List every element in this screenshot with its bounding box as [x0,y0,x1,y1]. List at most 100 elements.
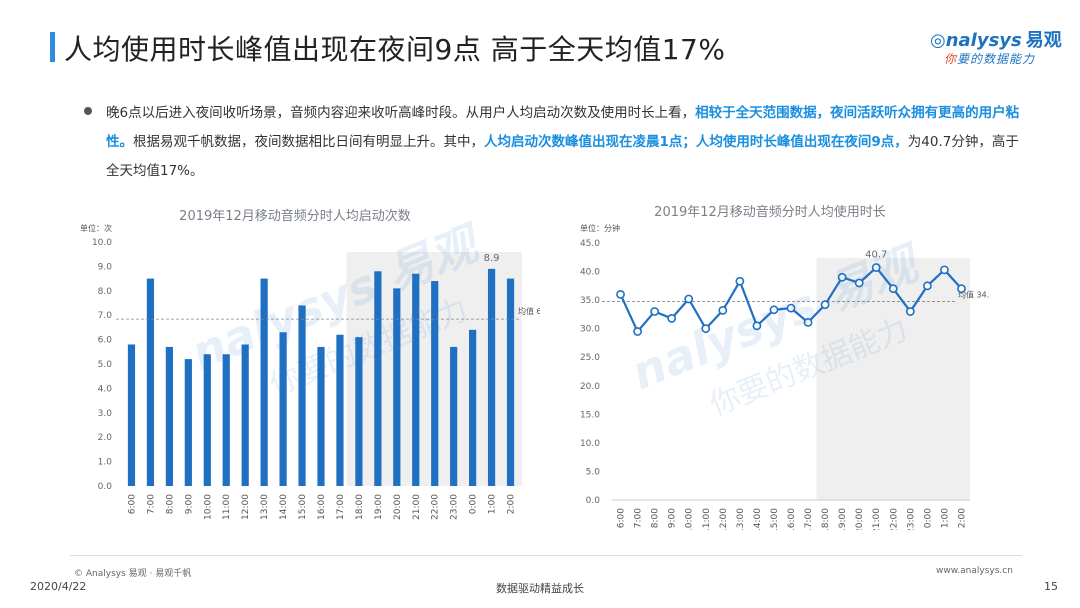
bar-x-tick: 23:00 [450,494,460,520]
line-chart-title: 2019年12月移动音频分时人均使用时长 [654,204,886,220]
data-point [837,272,847,282]
line-x-tick: 14:00 [753,508,763,530]
line-x-tick: 19:00 [838,508,848,530]
bar-x-tick: 20:00 [393,494,403,520]
bar-chart-title: 2019年12月移动音频分时人均启动次数 [179,208,411,224]
data-point [957,284,966,294]
bar-y-tick: 3.0 [98,409,113,419]
line-y-tick: 25.0 [580,353,600,363]
data-point [752,321,762,331]
bar [431,281,439,486]
bar [487,268,496,486]
bar [317,346,325,486]
line-x-tick: 7:00 [634,508,644,528]
line-y-tick: 35.0 [580,296,600,306]
line-x-tick: 9:00 [668,508,678,528]
bar [412,273,420,486]
data-point [871,263,881,272]
line-chart-unit: 单位：分钟 [580,223,620,233]
bar-x-tick: 13:00 [260,494,270,520]
line-x-tick: 11:00 [702,508,712,530]
bar [165,346,173,486]
bar-average-label: 均值 6.84 [518,306,540,316]
logo-mark-icon: ◎ [930,30,946,51]
line-y-tick: 30.0 [580,325,600,335]
line-x-tick: 10:00 [685,508,695,530]
bar-x-tick: 10:00 [203,494,213,520]
bar-chart-unit: 单位：次 [80,223,112,233]
line-y-tick: 15.0 [580,410,600,420]
launch-count-bar-chart: 2019年12月移动音频分时人均启动次数 单位：次 0.0 1.0 2.0 3.0 4.… [80,208,540,520]
logo-slogan: 你要的数据能力 [944,52,1036,66]
line-x-tick: 16:00 [787,508,797,530]
bar-y-tick: 1.0 [98,458,113,468]
line-x-tick: 2:00 [957,508,967,528]
logo-wordmark: ◎nalysys 易观 [930,30,1062,51]
line-peak-label: 40.7 [865,250,887,261]
footer-divider [70,555,1022,556]
bar [203,354,211,486]
data-point [820,300,830,310]
line-x-tick: 13:00 [736,508,746,530]
night-highlight-band [816,258,970,500]
line-x-tick: 20:00 [855,508,865,530]
bar-y-tick: 0.0 [98,482,113,492]
data-point [888,284,898,294]
bar-x-tick: 22:00 [431,494,441,520]
bar-x-tick: 0:00 [469,494,479,514]
data-point [650,307,660,316]
bar-x-tick: 15:00 [298,494,308,520]
bar-y-tick: 4.0 [98,384,113,394]
data-point [718,305,728,315]
line-y-tick: 0.0 [586,496,601,506]
analysys-logo: ◎nalysys 易观 你要的数据能力 [930,26,1062,70]
data-point [786,303,796,313]
bar-x-tick: 11:00 [222,494,232,520]
usage-duration-line-chart: 2019年12月移动音频分时人均使用时长 单位：分钟 0.0 5.0 10.0 15.… [580,204,990,530]
footer-url: www.analysys.cn [936,566,1013,576]
bar-x-tick: 12:00 [241,494,251,520]
footer-copyright: © Analysys 易观 · 易观千帆 [74,569,192,579]
bar [374,271,382,486]
bar [506,278,515,486]
data-point [735,276,745,286]
line-x-tick: 23:00 [906,508,916,530]
data-point [922,281,932,291]
bullet-dot [84,107,92,115]
data-point [701,324,711,334]
line-average-label: 均值 34.77 [958,289,990,299]
line-x-tick: 0:00 [923,508,933,528]
highlight-stickiness: 相较于全天范围数据，夜间活跃听众拥有更高的用户粘性。 [106,105,1020,150]
bar [279,332,287,486]
title-accent-bar [50,32,55,62]
line-x-tick: 6:00 [617,508,627,528]
bar-x-tick: 8:00 [165,494,175,514]
highlight-peaks: 人均启动次数峰值出现在凌晨1点；人均使用时长峰值出现在夜间9点， [484,134,908,150]
bar-x-tick: 21:00 [412,494,422,520]
data-point [803,317,813,327]
bar [393,288,401,486]
footer-slogan: 数据驱动精益成长 [496,582,584,595]
page-title: 人均使用时长峰值出现在夜间9点 高于全天均值17% [64,33,726,66]
data-point [633,327,642,336]
data-point [684,294,694,304]
line-y-tick: 40.0 [580,268,600,278]
bar-x-tick: 16:00 [317,494,327,520]
bar-y-tick: 10.0 [92,238,112,248]
bar-peak-label: 8.9 [484,253,500,264]
bar [184,359,192,486]
bar [146,278,155,486]
bar-x-tick: 6:00 [127,494,137,514]
line-y-tick: 45.0 [580,239,600,249]
line-chart-plot: 0.0 5.0 10.0 15.0 20.0 25.0 30.0 35.0 40.0 45.0 均值… [580,239,990,530]
bar-y-tick: 5.0 [98,360,113,370]
bar [469,329,477,486]
line-y-tick: 20.0 [580,382,600,392]
data-point [616,290,625,299]
line-y-tick: 10.0 [580,439,600,449]
data-point [769,305,779,315]
line-x-tick: 12:00 [719,508,729,530]
bar-x-tick: 19:00 [374,494,384,520]
line-x-tick: 22:00 [889,508,899,530]
bar-x-tick: 9:00 [184,494,194,514]
